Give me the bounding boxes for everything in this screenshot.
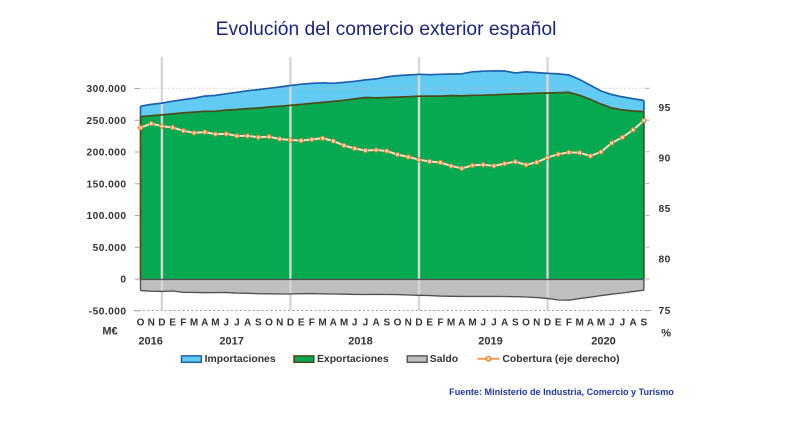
svg-text:50.000: 50.000 (93, 243, 127, 254)
svg-text:75: 75 (659, 306, 671, 317)
svg-text:2018: 2018 (348, 336, 372, 348)
svg-text:M: M (318, 318, 326, 329)
svg-text:N: N (533, 318, 540, 329)
svg-text:N: N (148, 318, 155, 329)
svg-text:E: E (555, 318, 562, 329)
svg-text:E: E (169, 318, 176, 329)
svg-text:N: N (276, 318, 283, 329)
svg-text:M: M (190, 318, 198, 329)
svg-text:D: D (415, 318, 422, 329)
svg-text:J: J (491, 318, 497, 329)
svg-text:J: J (234, 318, 240, 329)
svg-text:F: F (309, 318, 315, 329)
svg-text:D: D (287, 318, 294, 329)
svg-text:A: A (373, 318, 380, 329)
svg-text:O: O (522, 318, 530, 329)
svg-text:A: A (458, 318, 465, 329)
svg-text:E: E (426, 318, 433, 329)
svg-text:%: % (661, 327, 671, 339)
svg-text:S: S (255, 318, 262, 329)
svg-text:D: D (544, 318, 551, 329)
svg-text:250.000: 250.000 (87, 116, 127, 127)
svg-text:Importaciones: Importaciones (205, 354, 276, 365)
svg-text:M: M (597, 318, 605, 329)
svg-text:80: 80 (659, 254, 671, 265)
svg-text:O: O (265, 318, 273, 329)
svg-text:O: O (137, 318, 145, 329)
svg-text:Saldo: Saldo (430, 354, 458, 365)
svg-text:150.000: 150.000 (87, 179, 127, 190)
svg-text:J: J (620, 318, 626, 329)
svg-text:D: D (158, 318, 165, 329)
svg-text:95: 95 (659, 103, 671, 114)
svg-text:S: S (641, 318, 648, 329)
svg-text:E: E (298, 318, 305, 329)
svg-text:J: J (352, 318, 358, 329)
svg-text:200.000: 200.000 (87, 148, 127, 159)
svg-text:300.000: 300.000 (87, 84, 127, 95)
svg-text:A: A (630, 318, 637, 329)
svg-text:F: F (566, 318, 572, 329)
svg-text:Fuente: Ministerio de Industri: Fuente: Ministerio de Industria, Comerci… (449, 387, 674, 397)
svg-text:M: M (211, 318, 219, 329)
svg-text:A: A (587, 318, 594, 329)
svg-text:2017: 2017 (219, 336, 243, 348)
svg-text:100.000: 100.000 (87, 211, 127, 222)
svg-text:2019: 2019 (478, 336, 502, 348)
svg-text:A: A (201, 318, 208, 329)
svg-text:2016: 2016 (138, 336, 162, 348)
svg-text:J: J (223, 318, 229, 329)
svg-text:S: S (383, 318, 390, 329)
svg-text:J: J (480, 318, 486, 329)
svg-text:O: O (394, 318, 402, 329)
svg-text:2020: 2020 (591, 336, 615, 348)
svg-text:A: A (501, 318, 508, 329)
svg-text:S: S (512, 318, 519, 329)
svg-text:90: 90 (659, 153, 671, 164)
svg-text:M: M (575, 318, 583, 329)
svg-text:F: F (437, 318, 443, 329)
svg-text:A: A (330, 318, 337, 329)
svg-text:85: 85 (659, 204, 671, 215)
svg-text:M€: M€ (102, 325, 117, 337)
svg-text:A: A (244, 318, 251, 329)
svg-text:0: 0 (120, 275, 126, 286)
svg-text:M: M (447, 318, 455, 329)
svg-text:N: N (405, 318, 412, 329)
svg-text:-50.000: -50.000 (89, 306, 127, 317)
svg-text:Exportaciones: Exportaciones (317, 354, 389, 365)
svg-text:J: J (363, 318, 369, 329)
svg-text:Cobertura (eje derecho): Cobertura (eje derecho) (502, 354, 619, 365)
svg-text:J: J (609, 318, 615, 329)
svg-text:Evolución del comercio exterio: Evolución del comercio exterior español (216, 19, 557, 40)
svg-text:F: F (180, 318, 186, 329)
svg-text:M: M (468, 318, 476, 329)
svg-text:M: M (340, 318, 348, 329)
